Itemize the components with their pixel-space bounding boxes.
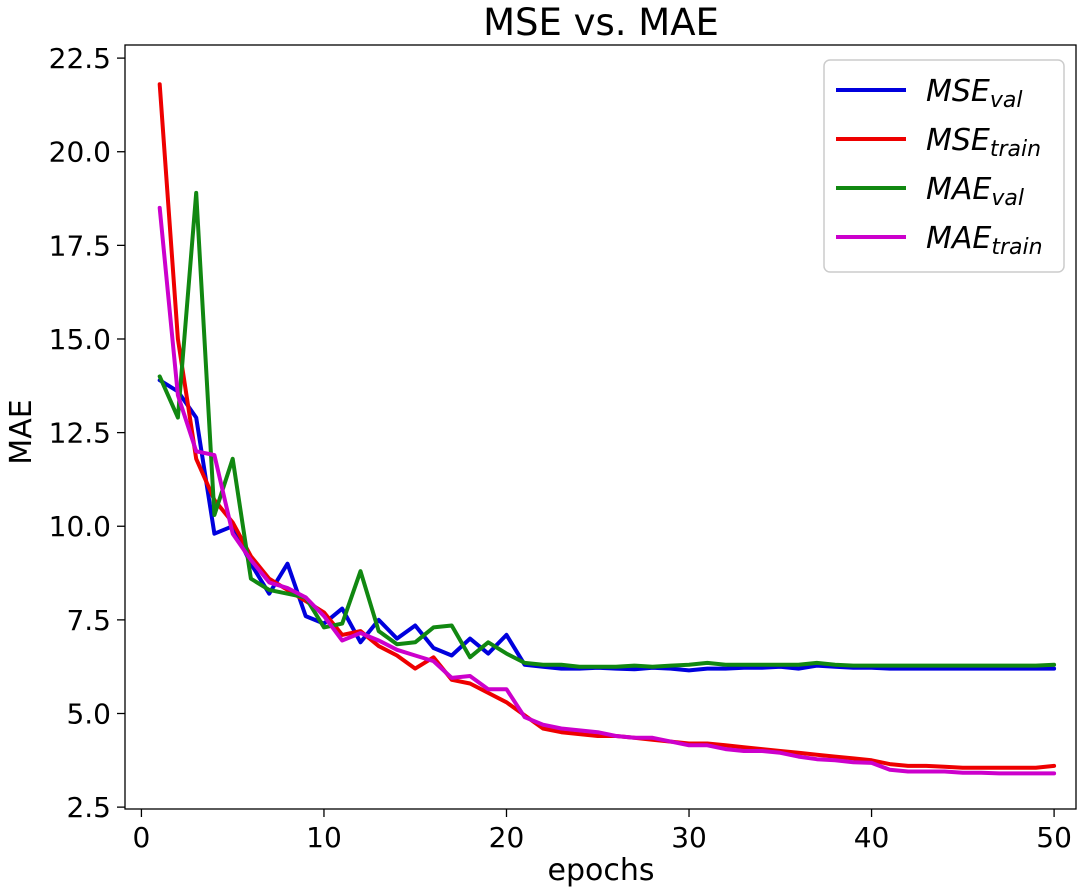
legend-entry-subscript: train [990, 137, 1041, 162]
x-tick-label: 0 [133, 821, 151, 854]
legend-entry-name: MSE [926, 123, 990, 158]
y-tick-label: 2.5 [66, 791, 111, 824]
series-layer [157, 82, 1057, 776]
ticks-layer: 0 10 20 30 40 50 2.5 5.0 7.5 10.0 12.5 15.0 17.5 20.0… [49, 42, 1072, 854]
x-tick-label: 50 [1036, 821, 1072, 854]
legend-entry-name: MAE [926, 172, 991, 207]
y-tick-label: 22.5 [49, 42, 111, 75]
x-tick-label: 10 [306, 821, 342, 854]
legend-entry-subscript: val [990, 88, 1023, 113]
y-tick-label: 10.0 [49, 510, 111, 543]
legend-entry-subscript: train [991, 235, 1042, 260]
y-tick-label: 17.5 [49, 229, 111, 262]
y-tick-label: 5.0 [66, 698, 111, 731]
chart-title: MSE vs. MAE [483, 1, 719, 44]
y-tick-label: 7.5 [66, 604, 111, 637]
x-tick-label: 20 [489, 821, 525, 854]
legend-entry-name: MAE [926, 221, 991, 256]
plot-frame [124, 44, 1077, 810]
legend-entry: MAEtrain [926, 221, 1043, 260]
series-line-mse-val [157, 378, 1057, 673]
legend-entry-name: MSE [926, 74, 990, 109]
legend-entry: MSEval [926, 74, 1023, 113]
legend-box [823, 59, 1065, 273]
y-tick-label: 12.5 [49, 417, 111, 450]
y-tick-label: 15.0 [49, 323, 111, 356]
legend-entry: MAEval [926, 172, 1024, 211]
y-axis-label: MAE [4, 399, 39, 464]
x-tick-label: 30 [671, 821, 707, 854]
y-tick-label: 20.0 [49, 136, 111, 169]
legend-entry-subscript: val [991, 186, 1024, 211]
series-line-mae-train [157, 205, 1057, 776]
x-axis-label: epochs [548, 853, 655, 888]
x-tick-label: 40 [854, 821, 890, 854]
legend-entry: MSEtrain [926, 123, 1041, 162]
